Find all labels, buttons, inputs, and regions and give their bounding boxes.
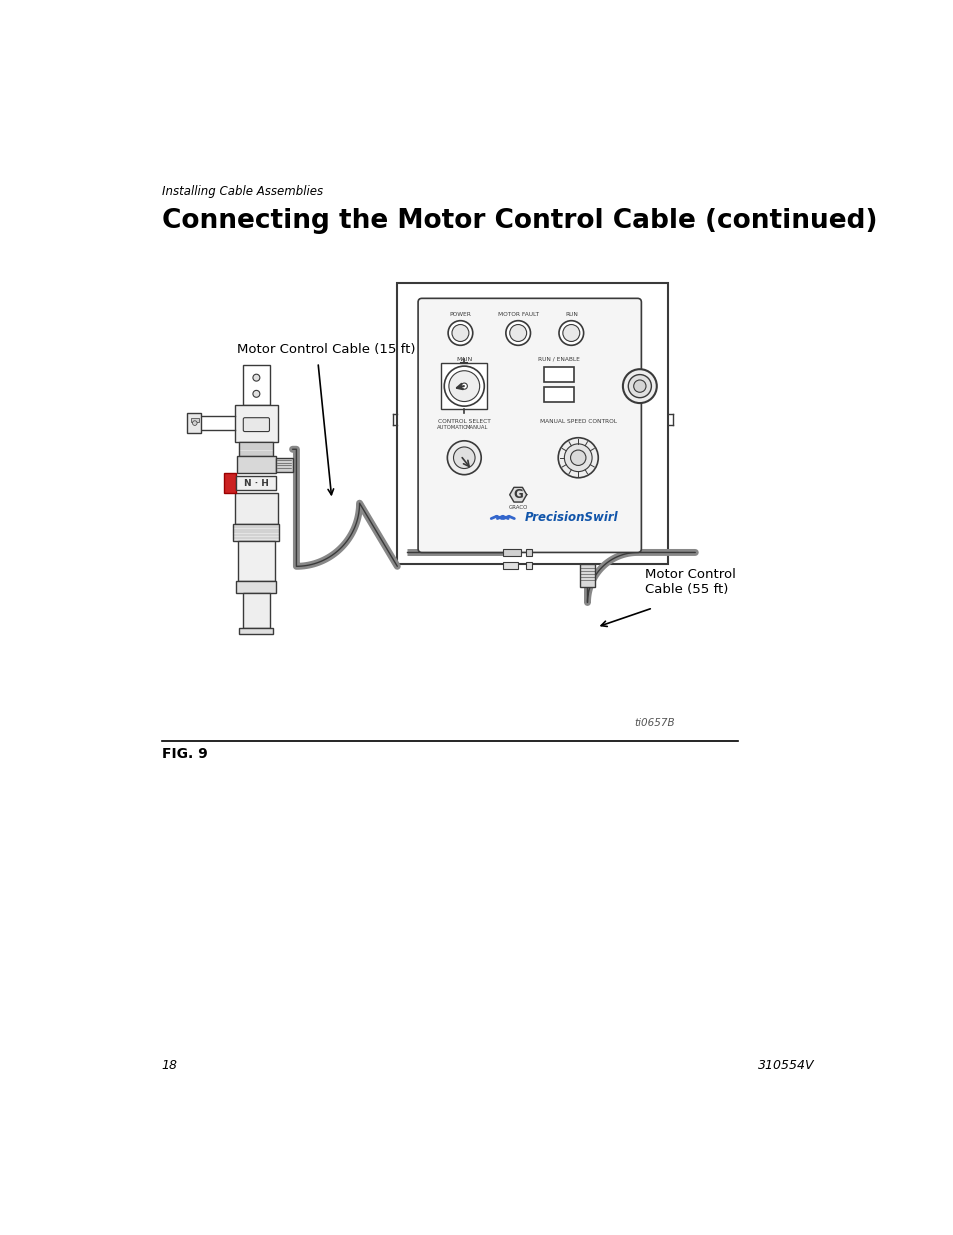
FancyBboxPatch shape <box>243 417 269 431</box>
Bar <box>525 550 532 556</box>
Text: RUN: RUN <box>564 312 578 317</box>
Text: CONTROL SELECT: CONTROL SELECT <box>437 419 490 425</box>
Circle shape <box>253 390 259 398</box>
Text: N · H: N · H <box>244 479 269 488</box>
Bar <box>233 524 279 541</box>
Bar <box>234 405 277 442</box>
Bar <box>236 580 276 593</box>
Circle shape <box>562 325 579 341</box>
Bar <box>236 477 276 490</box>
Bar <box>187 412 201 433</box>
Circle shape <box>558 437 598 478</box>
Text: Motor Control
Cable (55 ft): Motor Control Cable (55 ft) <box>644 568 736 595</box>
Text: 18: 18 <box>161 1060 177 1072</box>
Text: Installing Cable Assemblies: Installing Cable Assemblies <box>161 185 322 198</box>
Text: GRACO: GRACO <box>508 505 527 510</box>
Text: Motor Control Cable (15 ft): Motor Control Cable (15 ft) <box>237 343 416 356</box>
Circle shape <box>628 374 651 398</box>
Text: POWER: POWER <box>449 312 471 317</box>
Circle shape <box>449 370 479 401</box>
Bar <box>242 366 270 405</box>
Bar <box>543 367 574 383</box>
Circle shape <box>253 374 259 382</box>
Text: G: G <box>513 488 522 501</box>
Text: FIG. 9: FIG. 9 <box>161 747 207 761</box>
Bar <box>275 458 293 472</box>
FancyBboxPatch shape <box>396 283 668 564</box>
Text: MANUAL: MANUAL <box>465 425 487 431</box>
Bar <box>237 541 274 580</box>
Text: ti0657B: ti0657B <box>634 718 675 727</box>
Bar <box>239 627 274 634</box>
Circle shape <box>452 325 469 341</box>
Circle shape <box>448 321 473 346</box>
Bar <box>543 387 574 403</box>
Circle shape <box>505 321 530 346</box>
Bar <box>234 493 277 524</box>
Circle shape <box>509 325 526 341</box>
Text: AUTOMATIC: AUTOMATIC <box>436 425 468 431</box>
Circle shape <box>460 383 467 389</box>
Circle shape <box>564 443 592 472</box>
Text: MAIN: MAIN <box>456 357 472 362</box>
Circle shape <box>622 369 656 403</box>
Circle shape <box>558 321 583 346</box>
Text: RUN / ENABLE: RUN / ENABLE <box>537 357 579 362</box>
Text: MANUAL SPEED CONTROL: MANUAL SPEED CONTROL <box>539 419 616 425</box>
Bar <box>239 442 274 456</box>
Bar <box>579 564 595 587</box>
Circle shape <box>447 441 480 474</box>
Circle shape <box>193 421 197 425</box>
Bar <box>191 417 198 421</box>
Bar <box>502 548 520 556</box>
Bar <box>525 562 532 568</box>
Bar <box>242 593 270 627</box>
Text: 310554V: 310554V <box>758 1060 814 1072</box>
Bar <box>440 363 487 409</box>
Circle shape <box>570 450 585 466</box>
Text: MOTOR FAULT: MOTOR FAULT <box>497 312 538 317</box>
FancyBboxPatch shape <box>417 299 640 552</box>
Text: PrecisionSwirl: PrecisionSwirl <box>524 510 618 524</box>
Text: Connecting the Motor Control Cable (continued): Connecting the Motor Control Cable (cont… <box>161 209 876 235</box>
Circle shape <box>453 447 475 468</box>
Polygon shape <box>509 488 526 503</box>
Bar <box>224 473 236 493</box>
Circle shape <box>633 380 645 393</box>
Bar <box>502 562 517 568</box>
Circle shape <box>444 366 484 406</box>
Bar <box>237 456 275 473</box>
